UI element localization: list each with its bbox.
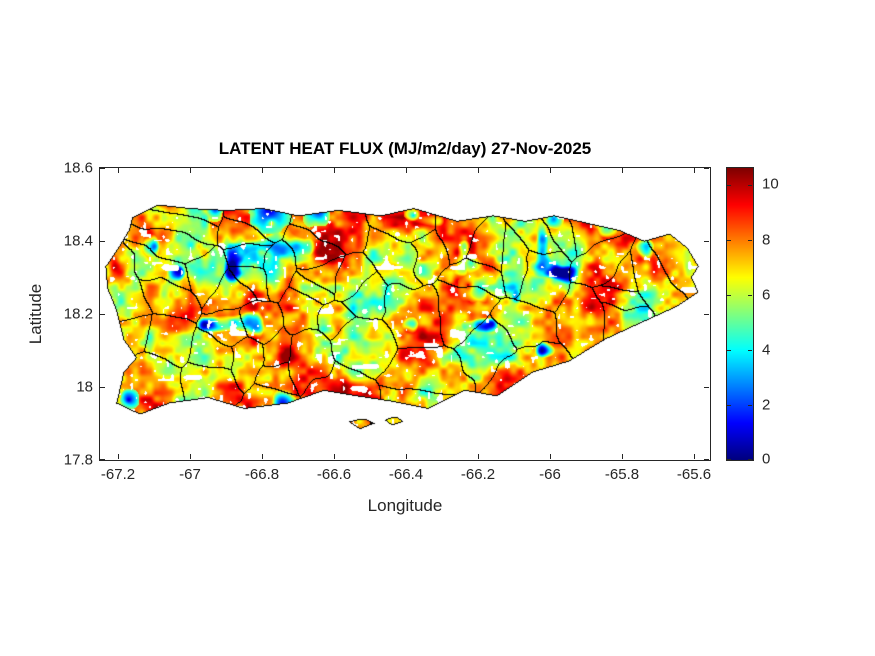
tick-mark [478,168,479,173]
colorbar-tick-label: 8 [762,231,771,249]
tick-mark [748,350,752,351]
colorbar-tick-label: 0 [762,450,771,468]
colorbar-tick-label: 6 [762,286,771,304]
tick-mark [694,168,695,173]
x-tick-label: -66.2 [460,466,496,483]
tick-mark [694,454,695,459]
tick-mark [727,350,731,351]
tick-mark [550,454,551,459]
tick-mark [100,241,105,242]
tick-mark [100,459,105,460]
tick-mark [727,185,731,186]
x-tick-label: -66.6 [316,466,352,483]
tick-mark [118,454,119,459]
x-tick-label: -66 [539,466,561,483]
plot-area [99,167,711,461]
tick-mark [262,454,263,459]
tick-mark [190,168,191,173]
chart-title: LATENT HEAT FLUX (MJ/m2/day) 27-Nov-2025 [218,139,592,158]
tick-mark [100,387,105,388]
colorbar-tick-label: 10 [762,175,779,193]
y-tick-label: 17.8 [63,451,93,469]
x-tick-label: -67 [179,466,201,483]
tick-mark [704,241,709,242]
tick-mark [262,168,263,173]
tick-mark [727,459,731,460]
tick-mark [550,168,551,173]
tick-mark [100,168,105,169]
colorbar-canvas [727,168,753,460]
x-tick-label: -65.8 [604,466,640,483]
tick-mark [727,240,731,241]
tick-mark [406,454,407,459]
tick-mark [190,454,191,459]
heatmap-canvas [100,168,710,460]
tick-mark [118,168,119,173]
tick-mark [622,168,623,173]
x-axis-label: Longitude [367,496,443,515]
x-tick-label: -66.4 [388,466,424,483]
tick-mark [748,405,752,406]
y-tick-label: 18 [76,378,93,396]
tick-mark [748,240,752,241]
tick-mark [748,459,752,460]
colorbar [726,167,754,461]
colorbar-tick-label: 4 [762,341,771,359]
tick-mark [748,185,752,186]
tick-mark [704,168,709,169]
tick-mark [478,454,479,459]
y-tick-label: 18.6 [63,159,93,177]
tick-mark [704,459,709,460]
tick-mark [406,168,407,173]
tick-mark [704,314,709,315]
y-axis-label: Latitude [26,283,45,345]
tick-mark [334,454,335,459]
tick-mark [727,295,731,296]
tick-mark [748,295,752,296]
y-tick-label: 18.2 [63,305,93,323]
tick-mark [100,314,105,315]
x-tick-label: -67.2 [100,466,136,483]
tick-mark [727,405,731,406]
x-tick-label: -66.8 [244,466,280,483]
colorbar-tick-label: 2 [762,396,771,414]
x-tick-label: -65.6 [676,466,712,483]
y-tick-label: 18.4 [63,232,93,250]
tick-mark [622,454,623,459]
tick-mark [334,168,335,173]
tick-mark [704,387,709,388]
